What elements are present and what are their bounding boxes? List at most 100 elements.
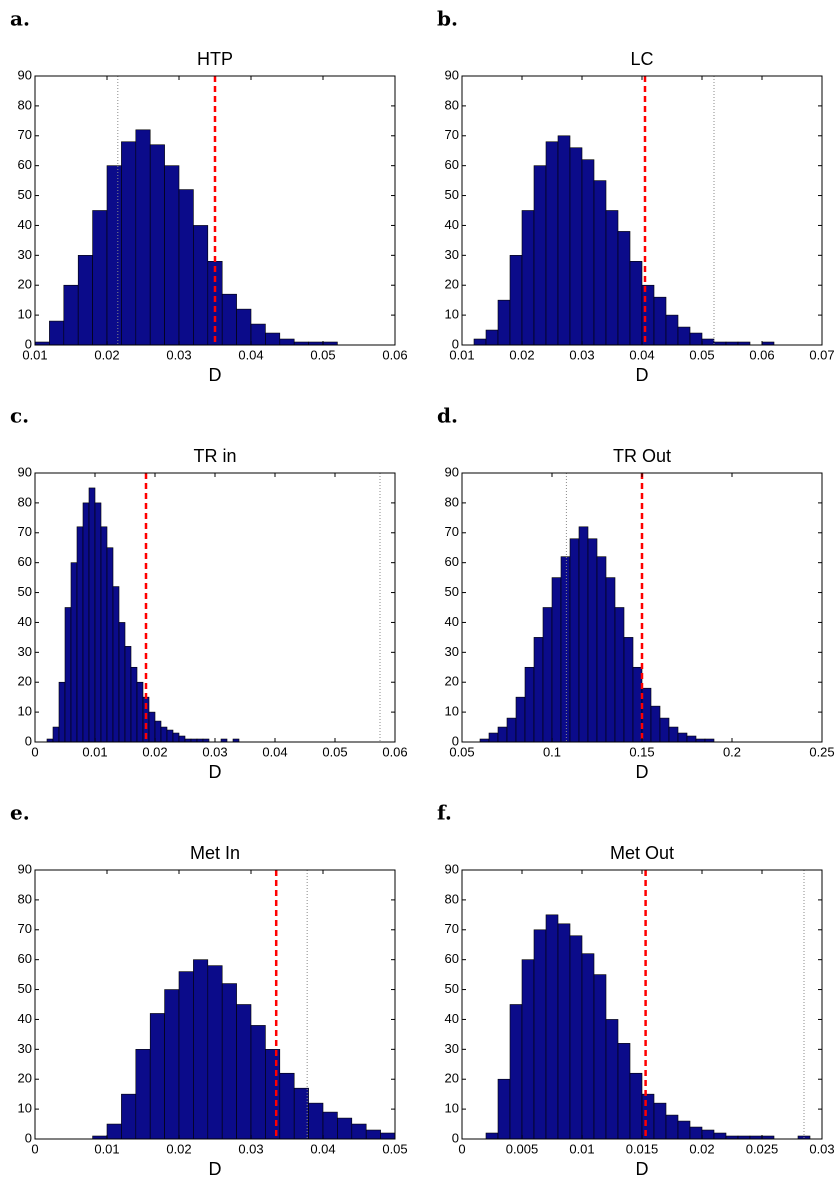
bar (149, 144, 165, 346)
bar (63, 284, 79, 346)
bar (166, 729, 174, 743)
y-tick-label: 60 (18, 951, 32, 966)
bar (557, 923, 571, 1140)
bar (533, 637, 544, 743)
y-tick-label: 0 (25, 733, 32, 748)
bar (701, 338, 715, 346)
bar (380, 1132, 396, 1140)
y-tick-label: 20 (445, 1071, 459, 1086)
x-tick-label: 0.03 (202, 744, 227, 759)
bar (677, 732, 688, 743)
bar (485, 329, 499, 346)
bar (524, 666, 535, 743)
bar (653, 1102, 667, 1140)
bar (82, 502, 90, 743)
y-tick-label: 50 (18, 981, 32, 996)
bar (250, 1025, 266, 1140)
bar (94, 502, 102, 743)
bar (149, 1013, 165, 1140)
x-axis-label: D (209, 1159, 222, 1179)
bar (569, 147, 583, 346)
x-tick-label: 0.01 (94, 1141, 119, 1156)
chart-title: LC (630, 49, 653, 69)
x-tick-label: 0.04 (310, 1141, 335, 1156)
x-tick-label: 0.01 (22, 347, 47, 362)
bar (629, 261, 643, 346)
x-tick-label: 0.02 (142, 744, 167, 759)
bar (506, 717, 517, 743)
y-tick-label: 40 (445, 1011, 459, 1026)
x-axis-label: D (636, 365, 649, 385)
bar (293, 1087, 309, 1140)
bar (106, 1123, 122, 1140)
panel-label: e. (10, 801, 30, 825)
x-tick-label: 0.05 (382, 1141, 407, 1156)
x-tick-label: 0.1 (543, 744, 561, 759)
bar (521, 210, 535, 346)
bar (236, 1004, 252, 1140)
y-tick-label: 50 (445, 584, 459, 599)
y-tick-label: 70 (18, 524, 32, 539)
y-tick-label: 10 (445, 307, 459, 322)
x-tick-label: 0.05 (449, 744, 474, 759)
x-tick-label: 0.25 (809, 744, 834, 759)
bar (337, 1117, 353, 1140)
bar (689, 332, 703, 346)
bar (515, 696, 526, 743)
y-tick-label: 50 (445, 187, 459, 202)
y-tick-label: 10 (445, 1101, 459, 1116)
y-tick-label: 10 (445, 704, 459, 719)
chart-title: Met In (190, 843, 240, 863)
bar (70, 562, 78, 743)
x-tick-label: 0.06 (749, 347, 774, 362)
y-tick-label: 40 (18, 217, 32, 232)
y-tick-label: 30 (18, 247, 32, 262)
y-tick-label: 30 (445, 1041, 459, 1056)
y-tick-label: 0 (25, 336, 32, 351)
bar (279, 338, 295, 346)
bar (76, 526, 84, 743)
bar (509, 1004, 523, 1140)
x-tick-label: 0.05 (322, 744, 347, 759)
x-tick-label: 0.07 (809, 347, 834, 362)
bar (581, 159, 595, 346)
bar (497, 299, 511, 346)
bar (92, 210, 108, 346)
bar (193, 225, 209, 346)
y-tick-label: 60 (445, 157, 459, 172)
y-tick-label: 70 (18, 921, 32, 936)
x-tick-label: 0.005 (506, 1141, 539, 1156)
x-tick-label: 0.04 (262, 744, 287, 759)
y-tick-label: 90 (18, 464, 32, 479)
panel-label: b. (437, 7, 458, 31)
bar (135, 129, 151, 346)
x-axis-label: D (636, 762, 649, 782)
x-tick-label: 0.02 (166, 1141, 191, 1156)
y-tick-label: 30 (445, 644, 459, 659)
bar (221, 983, 237, 1140)
bar (130, 666, 138, 743)
chart-title: Met Out (610, 843, 674, 863)
y-tick-label: 70 (445, 921, 459, 936)
bar (614, 607, 625, 743)
bar (569, 935, 583, 1140)
axes-frame (34, 869, 396, 1140)
chart-title: HTP (197, 49, 233, 69)
bar (689, 1126, 703, 1140)
x-tick-label: 0.03 (166, 347, 191, 362)
bar (545, 141, 559, 346)
panel-label: d. (437, 404, 458, 428)
bar (665, 1114, 679, 1140)
y-tick-label: 20 (18, 674, 32, 689)
bar (677, 326, 691, 346)
y-tick-label: 40 (445, 217, 459, 232)
bar (106, 547, 114, 743)
x-tick-label: 0.06 (382, 347, 407, 362)
bar (605, 1019, 619, 1140)
y-tick-label: 70 (445, 127, 459, 142)
x-tick-label: 0.03 (809, 1141, 834, 1156)
bar (178, 735, 186, 743)
bar (551, 577, 562, 743)
x-tick-label: 0.01 (569, 1141, 594, 1156)
